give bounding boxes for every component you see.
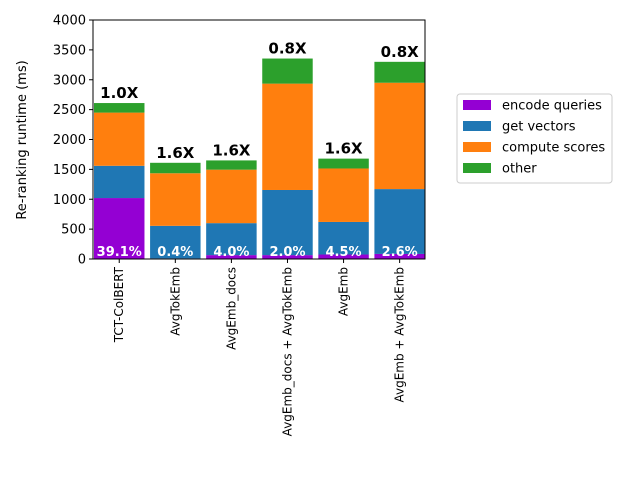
percent-label-2: 0.4% — [157, 245, 193, 260]
bar-segment-4-cat-1 — [94, 103, 145, 113]
bar-segment-3-cat-2 — [150, 173, 201, 226]
speedup-label-1: 1.0X — [100, 84, 139, 102]
bar-segment-3-cat-4 — [262, 83, 313, 190]
x-tick-label-3: AvgEmb_docs — [224, 267, 238, 350]
legend-swatch-4 — [463, 163, 491, 173]
bar-segment-1-cat-6 — [374, 253, 425, 259]
bar-segment-1-cat-1 — [94, 198, 145, 259]
y-tick-label-1: 0 — [78, 253, 86, 268]
legend-label-4: other — [502, 162, 537, 177]
bar-segment-4-cat-3 — [206, 160, 257, 170]
bar-segment-3-cat-5 — [318, 168, 369, 222]
speedup-label-5: 1.6X — [324, 140, 363, 158]
y-tick-label-3: 1000 — [53, 193, 86, 208]
bar-segment-2-cat-5 — [318, 221, 369, 255]
bar-segment-2-cat-6 — [374, 189, 425, 254]
speedup-label-3: 1.6X — [212, 141, 251, 159]
legend-label-2: get vectors — [502, 120, 576, 135]
bar-segment-2-cat-1 — [94, 165, 145, 199]
bar-segment-1-cat-4 — [262, 255, 313, 259]
speedup-label-6: 0.8X — [381, 43, 420, 61]
x-tick-label-2: AvgTokEmb — [168, 267, 182, 336]
y-tick-label-7: 3000 — [53, 73, 86, 88]
percent-label-1: 39.1% — [97, 245, 142, 260]
y-tick-label-4: 1500 — [53, 163, 86, 178]
legend-frame — [456, 93, 613, 184]
legend-swatch-2 — [463, 121, 491, 131]
bar-segment-4-cat-5 — [318, 158, 369, 169]
y-tick-label-5: 2000 — [53, 133, 86, 148]
bar-segment-4-cat-2 — [150, 162, 201, 174]
bars-layer — [94, 58, 425, 259]
legend-swatch-3 — [463, 142, 491, 152]
bar-segment-1-cat-5 — [318, 254, 369, 259]
bar-segment-3-cat-6 — [374, 82, 425, 190]
bar-segment-1-cat-3 — [206, 255, 257, 259]
y-axis: 0 500 1000 1500 2000 2500 3000 3500 4000 — [53, 14, 93, 268]
legend-label-1: encode queries — [502, 99, 602, 114]
speedup-label-2: 1.6X — [156, 144, 195, 162]
percent-label-5: 4.5% — [326, 245, 362, 260]
percent-label-4: 2.0% — [269, 245, 305, 260]
x-tick-label-1: TCT-ColBERT — [112, 266, 126, 343]
legend: encode queries get vectors compute scores o… — [456, 93, 613, 184]
bar-labels-layer: 1.0X 39.1% 1.6X 0.4% 1.6X 4.0% 0.8X 2.0% 1.6X 4.5… — [97, 40, 419, 260]
y-tick-label-6: 2500 — [53, 103, 86, 118]
y-tick-label-9: 4000 — [53, 14, 86, 29]
percent-label-6: 2.6% — [382, 245, 418, 260]
x-tick-label-6: AvgEmb + AvgTokEmb — [393, 267, 407, 403]
bar-segment-4-cat-4 — [262, 58, 313, 84]
bar-segment-3-cat-3 — [206, 169, 257, 224]
percent-label-3: 4.0% — [213, 245, 249, 260]
y-tick-label-2: 500 — [61, 223, 86, 238]
x-tick-label-4: AvgEmb_docs + AvgTokEmb — [280, 267, 294, 436]
bar-segment-3-cat-1 — [94, 112, 145, 166]
bar-segment-2-cat-4 — [262, 189, 313, 256]
legend-label-3: compute scores — [502, 141, 605, 156]
legend-swatch-1 — [463, 100, 491, 110]
y-axis-label: Re-ranking runtime (ms) — [15, 60, 30, 219]
y-tick-label-8: 3500 — [53, 43, 86, 58]
x-tick-label-5: AvgEmb — [337, 267, 351, 316]
speedup-label-4: 0.8X — [268, 40, 307, 58]
bar-segment-2-cat-3 — [206, 223, 257, 256]
bar-segment-2-cat-2 — [150, 225, 201, 259]
x-axis: TCT-ColBERT AvgTokEmb AvgEmb_docs AvgEmb_do… — [112, 259, 407, 436]
bar-segment-4-cat-6 — [374, 61, 425, 83]
